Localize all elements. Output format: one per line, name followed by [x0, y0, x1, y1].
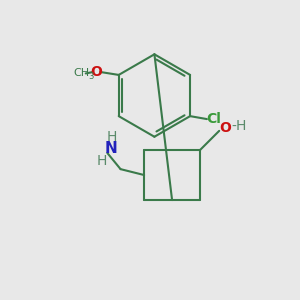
Text: H: H — [236, 119, 246, 134]
Text: H: H — [96, 154, 106, 168]
Text: Cl: Cl — [206, 112, 221, 126]
Text: CH: CH — [73, 68, 89, 78]
Text: O: O — [219, 121, 231, 135]
Text: H: H — [106, 130, 117, 144]
Text: O: O — [91, 65, 103, 79]
Text: 3: 3 — [88, 73, 93, 82]
Text: -: - — [232, 119, 236, 134]
Text: N: N — [104, 141, 117, 156]
